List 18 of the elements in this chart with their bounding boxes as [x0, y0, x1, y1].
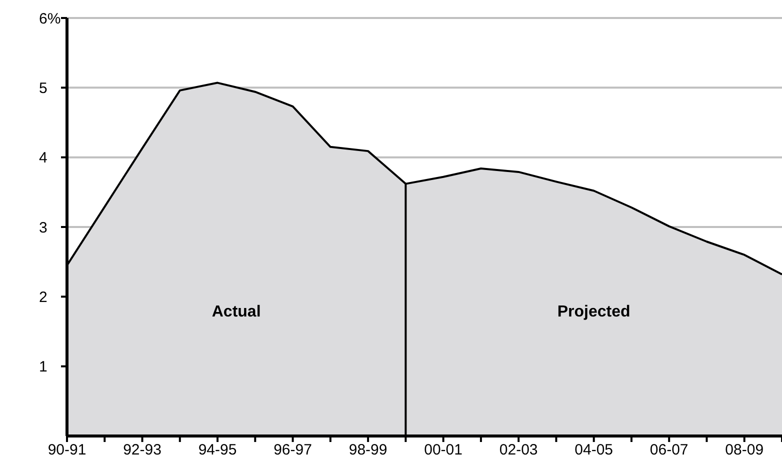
x-tick-label: 90-91 — [48, 442, 86, 459]
series-label: Actual — [212, 303, 261, 320]
x-tick-label: 08-09 — [725, 442, 764, 459]
x-tick-label: 94-95 — [198, 442, 237, 459]
x-tick-label: 06-07 — [650, 442, 688, 459]
y-tick-label: 6% — [39, 10, 61, 28]
y-tick-label: 5 — [39, 80, 48, 97]
x-tick-label: 00-01 — [424, 442, 463, 459]
x-tick-label: 96-97 — [274, 442, 312, 459]
y-tick-label: 3 — [39, 219, 48, 236]
series-label: Projected — [557, 303, 630, 320]
y-tick-label: 2 — [39, 288, 48, 306]
y-tick-label: 4 — [39, 150, 48, 167]
x-tick-label: 98-99 — [348, 442, 388, 459]
x-tick-label: 92-93 — [123, 442, 162, 459]
y-tick-label: 1 — [39, 358, 48, 376]
x-tick-label: 04-05 — [574, 442, 614, 459]
x-tick-label: 02-03 — [499, 442, 538, 459]
